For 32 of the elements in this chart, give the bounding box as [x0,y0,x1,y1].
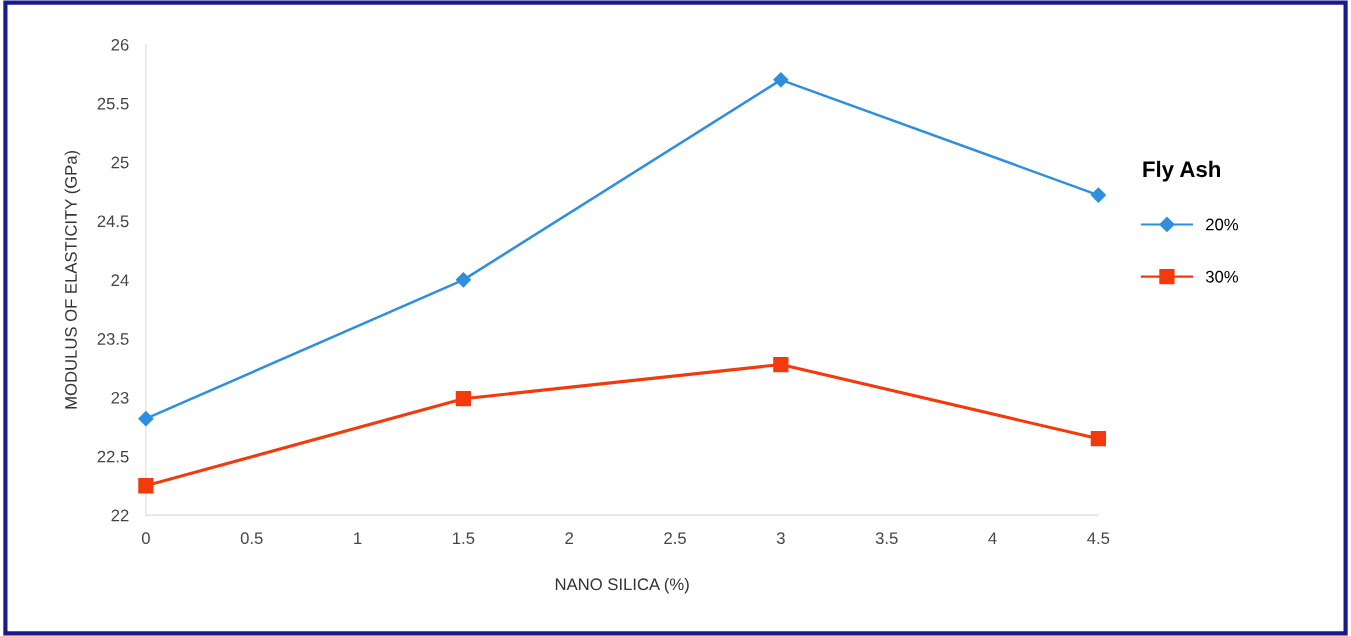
point [455,272,471,288]
y-tick-label: 23.5 [97,333,129,345]
x-tick-label: 1 [354,532,362,544]
x-tick-label: 3.5 [875,532,898,545]
point [1090,431,1107,447]
x-tick-label: 2.5 [664,532,686,545]
y-tick-label: 26 [111,38,129,51]
legend-title: Fly Ash [1143,160,1220,182]
y-axis-title: MODULUS OF ELASTICITY (GPa) [64,150,81,409]
x-tick-label: 3 [776,532,785,545]
x-tick-label: 0 [141,532,150,545]
point [138,478,154,494]
x-tick-label: 4.5 [1087,532,1110,545]
point [1090,187,1106,203]
y-tick-label: 22.5 [97,450,129,463]
legend-label: 20% [1206,218,1239,231]
x-axis-title: NANO SILICA (%) [555,577,689,594]
point [773,72,789,88]
x-tick-label: 4 [988,532,997,544]
y-tick-label: 25.5 [97,97,129,110]
y-tick-label: 22 [111,509,129,522]
legend-label: 30% [1205,270,1239,283]
x-tick-label: 1.5 [453,532,475,545]
x-tick-label: 0.5 [240,532,263,545]
y-tick-label: 25 [111,156,129,169]
y-tick-label: 24 [111,274,129,286]
point [138,411,154,427]
point [455,391,472,407]
y-tick-label: 24.5 [97,215,129,228]
point [773,356,789,373]
x-tick-label: 2 [565,532,574,544]
y-tick-label: 23 [111,391,129,404]
